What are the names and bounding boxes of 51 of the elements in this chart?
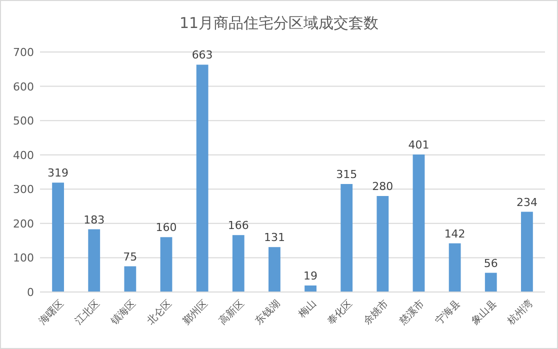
- x-tick-label: 梅山: [295, 298, 319, 321]
- data-label: 280: [372, 180, 394, 193]
- data-label: 56: [484, 256, 498, 270]
- x-tick-label: 鄞州区: [180, 298, 210, 328]
- data-label: 131: [264, 231, 285, 244]
- bar: [196, 64, 208, 292]
- bar: [340, 184, 353, 292]
- x-tick-label: 余姚市: [361, 298, 391, 328]
- bar: [304, 285, 316, 292]
- data-label: 142: [444, 227, 466, 240]
- y-tick-label: 600: [13, 80, 34, 94]
- data-label: 166: [228, 219, 249, 232]
- data-label: 183: [84, 213, 105, 226]
- bar: [484, 272, 497, 292]
- y-tick-label: 200: [13, 217, 34, 230]
- bar: [448, 243, 461, 292]
- data-label: 401: [408, 138, 430, 152]
- bar: [232, 235, 244, 292]
- bar: [412, 154, 425, 292]
- x-tick-label: 高新区: [216, 298, 247, 328]
- bar: [268, 247, 280, 292]
- data-label: 663: [192, 48, 213, 62]
- x-tick-label: 北仑区: [144, 298, 174, 328]
- data-label: 234: [516, 196, 538, 209]
- x-tick-label: 慈溪市: [396, 298, 427, 328]
- y-tick-label: 300: [13, 183, 34, 196]
- data-label: 315: [336, 168, 358, 181]
- bar: [160, 237, 172, 292]
- y-tick-label: 0: [27, 286, 34, 299]
- data-label: 75: [123, 250, 138, 264]
- y-tick-label: 400: [13, 148, 34, 162]
- x-tick-label: 江北区: [72, 298, 102, 328]
- x-tick-label: 象山县: [469, 298, 500, 328]
- data-label: 319: [48, 166, 69, 180]
- chart-title: 11月商品住宅分区域成交套数: [179, 14, 379, 32]
- x-tick-label: 宁海县: [433, 298, 463, 328]
- y-tick-label: 100: [13, 252, 34, 265]
- x-tick-label: 杭州湾: [504, 298, 536, 328]
- y-tick-label: 500: [13, 114, 34, 128]
- x-tick-label: 奉化区: [325, 298, 355, 328]
- bar: [52, 182, 64, 292]
- x-tick-label: 海曙区: [36, 298, 66, 328]
- x-tick-label: 东钱湖: [252, 298, 283, 328]
- y-tick-label: 700: [13, 46, 34, 59]
- data-label: 160: [156, 221, 177, 234]
- bar: [124, 266, 136, 292]
- bar: [521, 212, 533, 292]
- bar: [88, 229, 100, 292]
- x-tick-label: 镇海区: [108, 298, 138, 328]
- bar: [376, 196, 389, 292]
- data-label: 19: [304, 269, 318, 282]
